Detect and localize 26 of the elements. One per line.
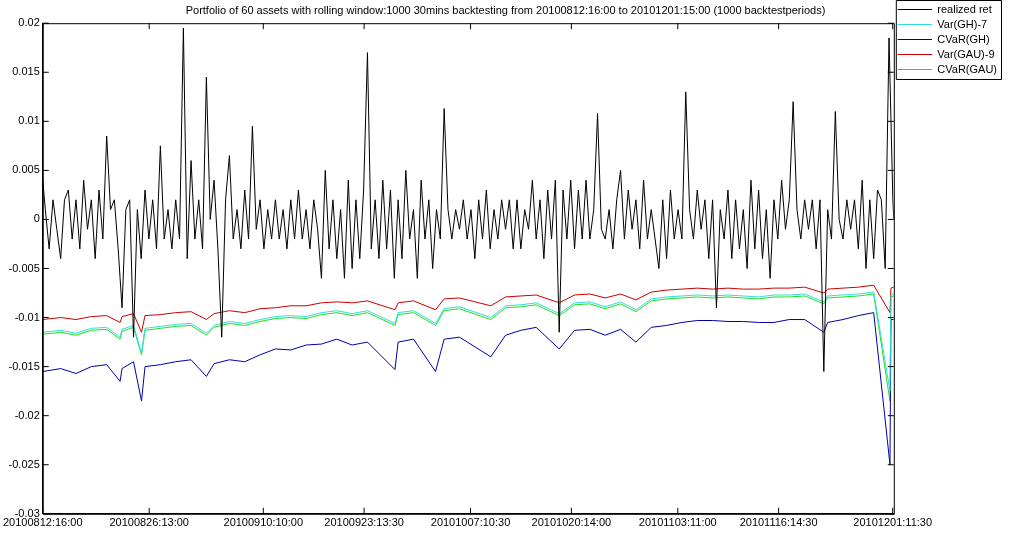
y-tick-label: -0.01 — [14, 310, 40, 323]
legend-label: realized ret — [937, 2, 992, 15]
x-tick-label: 20100910:10:00 — [223, 516, 304, 529]
y-tick-label: 0.005 — [12, 163, 40, 176]
x-tick-label: 20100826:13:00 — [109, 516, 189, 529]
x-tick-label: 20101007:10:30 — [430, 516, 511, 529]
legend-label: CVaR(GH) — [937, 32, 990, 45]
x-tick-label: 20101116:14:30 — [739, 516, 818, 529]
x-tick-label: 20101020:14:00 — [531, 516, 612, 529]
x-tick-label: 20100812:16:00 — [3, 516, 83, 529]
y-tick-label: -0.015 — [8, 359, 40, 372]
x-tick-label: 20101201:11:30 — [853, 516, 933, 529]
legend-label: Var(GAU)-9 — [937, 47, 995, 60]
y-tick-label: -0.03 — [14, 506, 40, 519]
y-tick-label: 0 — [33, 212, 40, 225]
y-tick-label: 0.01 — [18, 114, 40, 127]
legend-label: Var(GH)-7 — [937, 17, 988, 30]
x-tick-label: 20100923:13:30 — [324, 516, 404, 529]
y-tick-label: 0.015 — [12, 65, 40, 78]
legend-label: CVaR(GAU) — [937, 62, 998, 75]
chart-title: Portfolio of 60 assets with rolling window:1000 30mins backtesting from 20100812:16:00 to 20101201:15:00 (1000 backtestperiods) — [185, 3, 826, 16]
y-tick-label: 0.02 — [18, 16, 40, 29]
y-tick-label: -0.005 — [8, 261, 40, 274]
y-tick-label: -0.02 — [14, 408, 40, 421]
x-tick-label: 20101103:11:00 — [638, 516, 717, 529]
y-tick-label: -0.025 — [8, 457, 40, 470]
